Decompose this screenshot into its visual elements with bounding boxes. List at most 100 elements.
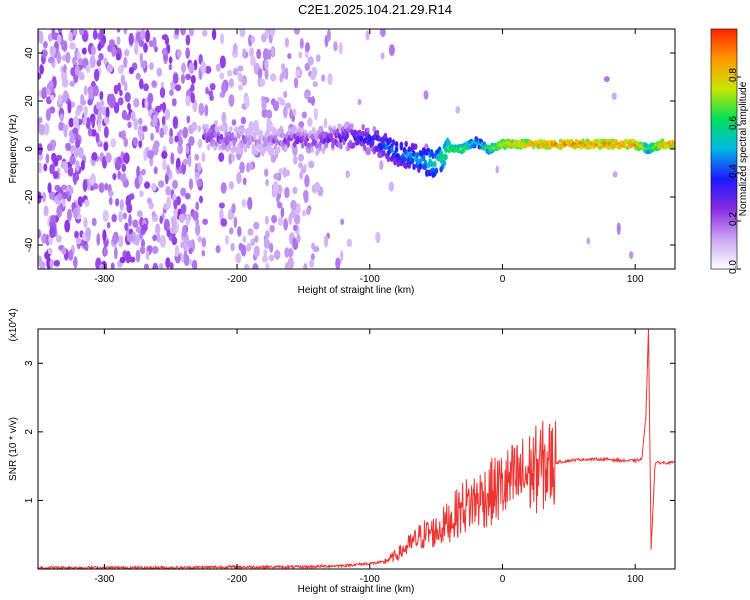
- heatmap-cell: [151, 245, 159, 255]
- heatmap-cell: [241, 198, 247, 208]
- heatmap-ridge-cell: [254, 148, 259, 156]
- heatmap-cell: [237, 65, 244, 72]
- heatmap-cell: [47, 247, 53, 255]
- heatmap-cell: [221, 111, 227, 124]
- heatmap-cell: [228, 180, 235, 190]
- heatmap-cell: [190, 83, 195, 92]
- heatmap-cell: [95, 132, 100, 143]
- heatmap-cell: [158, 180, 165, 188]
- heatmap-cell: [292, 186, 298, 195]
- heatmap-cell: [159, 215, 164, 224]
- heatmap-cell: [72, 29, 78, 37]
- heatmap-ridge-cell: [361, 130, 365, 138]
- heatmap-cell: [215, 63, 222, 72]
- heatmap-ridge-cell: [415, 152, 420, 159]
- heatmap-cell: [296, 234, 301, 244]
- heatmap-cell: [119, 173, 127, 182]
- heatmap-cell: [77, 196, 83, 204]
- heatmap-cell: [112, 233, 118, 245]
- heatmap-cell: [138, 39, 145, 48]
- heatmap-cell: [271, 214, 278, 224]
- heatmap-cell: [183, 250, 188, 262]
- heatmap-cell: [197, 162, 202, 172]
- heatmap-cell: [137, 117, 143, 126]
- heatmap-cell: [265, 178, 270, 187]
- heatmap-cell: [298, 51, 303, 59]
- heatmap-cell: [126, 233, 133, 243]
- heatmap-cell: [97, 121, 102, 133]
- heatmap-cell: [105, 106, 110, 119]
- heatmap-cell: [261, 99, 267, 111]
- heatmap-ridge-cell: [644, 143, 649, 148]
- heatmap-ridge-cell: [300, 142, 305, 149]
- heatmap-cell: [108, 196, 113, 206]
- heatmap-cell: [277, 216, 284, 227]
- heatmap-cell: [379, 29, 386, 38]
- heatmap-cell: [201, 237, 207, 248]
- heatmap-ridge-cell: [219, 133, 224, 141]
- heatmap-cell: [180, 187, 187, 197]
- snr-y-axis-label: SNR (10 * v/v): [8, 417, 19, 481]
- heatmap-cell: [82, 116, 88, 126]
- snr-x-tick-label: -200: [227, 574, 247, 585]
- heatmap-cell: [90, 129, 97, 137]
- snr-x-tick-label: 0: [500, 574, 506, 585]
- heatmap-cell: [174, 244, 180, 257]
- heatmap-cell: [323, 234, 329, 248]
- heatmap-cell: [41, 49, 48, 58]
- heatmap-ridge-cell: [259, 129, 264, 137]
- heatmap-ridge-cell: [410, 157, 415, 165]
- heatmap-cell: [103, 125, 109, 139]
- heatmap-cell: [248, 47, 255, 58]
- heatmap-ridge-cell: [229, 125, 233, 133]
- heatmap-cell: [58, 121, 64, 132]
- heatmap-cell: [190, 92, 195, 104]
- heatmap-y-tick-label: 0: [24, 146, 35, 152]
- heatmap-cell: [202, 218, 209, 225]
- heatmap-cell: [185, 34, 191, 46]
- heatmap-cell: [46, 143, 53, 152]
- heatmap-cell: [232, 42, 238, 54]
- heatmap-ridge-cell: [353, 130, 357, 138]
- heatmap-ridge-cell: [218, 144, 222, 151]
- heatmap-cell: [181, 62, 187, 74]
- heatmap-cell: [265, 262, 270, 269]
- heatmap-cell: [180, 241, 185, 249]
- heatmap-cell: [188, 136, 195, 147]
- heatmap-cell: [171, 221, 177, 234]
- heatmap-cell: [69, 42, 76, 50]
- heatmap-cell: [190, 74, 196, 84]
- heatmap-cell: [38, 229, 42, 239]
- heatmap-cell: [84, 242, 89, 252]
- heatmap-cell: [145, 249, 150, 261]
- colorbar-label: Normalized spectral amplitude: [738, 81, 749, 216]
- heatmap-cell: [62, 40, 68, 53]
- heatmap-cell: [168, 136, 174, 145]
- heatmap-ridge-cell: [324, 141, 329, 149]
- heatmap-cell: [104, 182, 109, 191]
- heatmap-ridge-cell: [208, 127, 213, 135]
- heatmap-cell: [287, 53, 292, 60]
- heatmap-y-axis-label: Frequency (Hz): [8, 115, 19, 184]
- snr-x-tick-label: -100: [360, 574, 380, 585]
- heatmap-ridge-cell: [431, 152, 436, 160]
- heatmap-cell: [180, 203, 187, 214]
- heatmap-cell: [67, 166, 74, 177]
- heatmap-cell: [312, 81, 319, 88]
- heatmap-cell: [280, 207, 285, 218]
- heatmap-cell: [84, 199, 90, 207]
- heatmap-cell: [164, 108, 171, 120]
- heatmap-cell: [177, 136, 183, 147]
- heatmap-cell: [236, 226, 242, 237]
- heatmap-cell: [116, 29, 121, 33]
- heatmap-cell: [237, 72, 243, 83]
- heatmap-cell: [242, 48, 246, 58]
- heatmap-cell: [116, 36, 121, 46]
- heatmap-cell: [194, 171, 201, 179]
- heatmap-cell: [218, 152, 225, 162]
- heatmap-cell: [69, 136, 75, 144]
- heatmap-cell: [313, 107, 318, 121]
- heatmap-ridge-cell: [230, 132, 235, 139]
- heatmap-cell: [81, 47, 87, 55]
- heatmap-cell: [47, 182, 52, 194]
